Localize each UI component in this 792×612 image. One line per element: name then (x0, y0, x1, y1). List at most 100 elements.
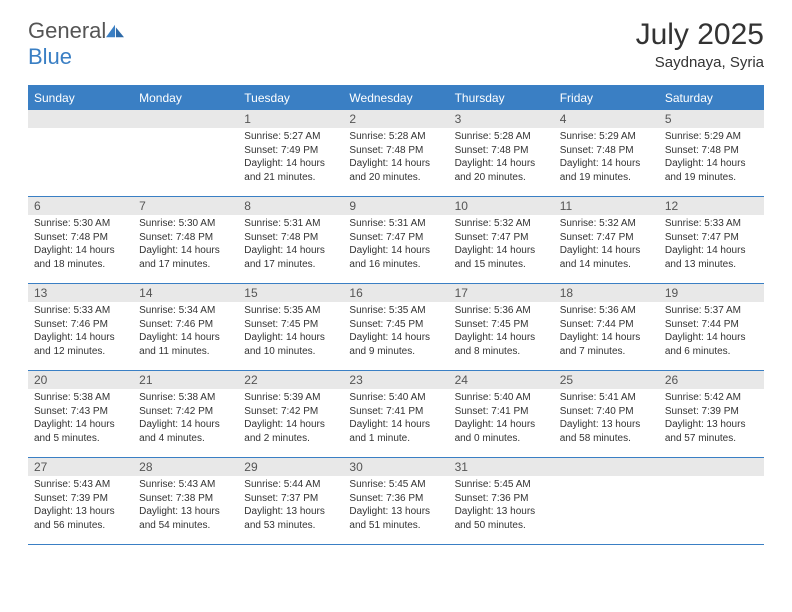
day-number: 31 (449, 458, 554, 476)
daylight-line: Daylight: 14 hours and 14 minutes. (560, 244, 653, 271)
daylight-line: Daylight: 14 hours and 20 minutes. (349, 157, 442, 184)
calendar-cell: 8Sunrise: 5:31 AMSunset: 7:48 PMDaylight… (238, 197, 343, 283)
day-details: Sunrise: 5:40 AMSunset: 7:41 PMDaylight:… (343, 389, 448, 449)
day-details: Sunrise: 5:44 AMSunset: 7:37 PMDaylight:… (238, 476, 343, 536)
logo-word-1: General (28, 18, 106, 43)
daylight-line: Daylight: 14 hours and 13 minutes. (665, 244, 758, 271)
day-details: Sunrise: 5:33 AMSunset: 7:47 PMDaylight:… (659, 215, 764, 275)
day-number: 5 (659, 110, 764, 128)
daylight-line: Daylight: 14 hours and 6 minutes. (665, 331, 758, 358)
sunrise-line: Sunrise: 5:41 AM (560, 391, 653, 405)
calendar-cell: 4Sunrise: 5:29 AMSunset: 7:48 PMDaylight… (554, 110, 659, 196)
calendar-cell: 24Sunrise: 5:40 AMSunset: 7:41 PMDayligh… (449, 371, 554, 457)
sunrise-line: Sunrise: 5:32 AM (455, 217, 548, 231)
day-header: Friday (554, 86, 659, 110)
calendar-cell: 13Sunrise: 5:33 AMSunset: 7:46 PMDayligh… (28, 284, 133, 370)
day-details: Sunrise: 5:29 AMSunset: 7:48 PMDaylight:… (659, 128, 764, 188)
day-details: Sunrise: 5:43 AMSunset: 7:39 PMDaylight:… (28, 476, 133, 536)
daylight-line: Daylight: 14 hours and 18 minutes. (34, 244, 127, 271)
day-details: Sunrise: 5:31 AMSunset: 7:48 PMDaylight:… (238, 215, 343, 275)
day-number: 21 (133, 371, 238, 389)
sunrise-line: Sunrise: 5:38 AM (34, 391, 127, 405)
sunset-line: Sunset: 7:46 PM (34, 318, 127, 332)
daylight-line: Daylight: 14 hours and 4 minutes. (139, 418, 232, 445)
sunrise-line: Sunrise: 5:32 AM (560, 217, 653, 231)
day-details (28, 128, 133, 134)
daylight-line: Daylight: 14 hours and 19 minutes. (665, 157, 758, 184)
sunset-line: Sunset: 7:47 PM (560, 231, 653, 245)
sunset-line: Sunset: 7:48 PM (34, 231, 127, 245)
day-number: 11 (554, 197, 659, 215)
day-number: 19 (659, 284, 764, 302)
day-number: 17 (449, 284, 554, 302)
sunrise-line: Sunrise: 5:30 AM (139, 217, 232, 231)
day-header: Sunday (28, 86, 133, 110)
calendar-cell: 10Sunrise: 5:32 AMSunset: 7:47 PMDayligh… (449, 197, 554, 283)
day-number: 30 (343, 458, 448, 476)
calendar-cell: 9Sunrise: 5:31 AMSunset: 7:47 PMDaylight… (343, 197, 448, 283)
sunrise-line: Sunrise: 5:38 AM (139, 391, 232, 405)
day-details: Sunrise: 5:38 AMSunset: 7:42 PMDaylight:… (133, 389, 238, 449)
day-number: 28 (133, 458, 238, 476)
sunset-line: Sunset: 7:45 PM (244, 318, 337, 332)
sunrise-line: Sunrise: 5:36 AM (455, 304, 548, 318)
day-details: Sunrise: 5:30 AMSunset: 7:48 PMDaylight:… (133, 215, 238, 275)
daylight-line: Daylight: 14 hours and 5 minutes. (34, 418, 127, 445)
calendar-cell: 28Sunrise: 5:43 AMSunset: 7:38 PMDayligh… (133, 458, 238, 544)
day-number: 6 (28, 197, 133, 215)
day-number: 29 (238, 458, 343, 476)
sunset-line: Sunset: 7:48 PM (560, 144, 653, 158)
daylight-line: Daylight: 14 hours and 8 minutes. (455, 331, 548, 358)
sunrise-line: Sunrise: 5:36 AM (560, 304, 653, 318)
day-number: 25 (554, 371, 659, 389)
daylight-line: Daylight: 14 hours and 19 minutes. (560, 157, 653, 184)
calendar-cell: 2Sunrise: 5:28 AMSunset: 7:48 PMDaylight… (343, 110, 448, 196)
calendar-week: 20Sunrise: 5:38 AMSunset: 7:43 PMDayligh… (28, 371, 764, 458)
sunrise-line: Sunrise: 5:44 AM (244, 478, 337, 492)
day-number: 12 (659, 197, 764, 215)
daylight-line: Daylight: 14 hours and 9 minutes. (349, 331, 442, 358)
calendar-cell: 25Sunrise: 5:41 AMSunset: 7:40 PMDayligh… (554, 371, 659, 457)
header: General Blue July 2025 Saydnaya, Syria (0, 0, 792, 79)
calendar-cell: 7Sunrise: 5:30 AMSunset: 7:48 PMDaylight… (133, 197, 238, 283)
page-subtitle: Saydnaya, Syria (636, 54, 764, 71)
calendar-cell: 3Sunrise: 5:28 AMSunset: 7:48 PMDaylight… (449, 110, 554, 196)
day-details (554, 476, 659, 482)
sunset-line: Sunset: 7:42 PM (139, 405, 232, 419)
calendar-cell (28, 110, 133, 196)
page-title: July 2025 (636, 18, 764, 52)
day-details: Sunrise: 5:35 AMSunset: 7:45 PMDaylight:… (343, 302, 448, 362)
calendar-cell: 29Sunrise: 5:44 AMSunset: 7:37 PMDayligh… (238, 458, 343, 544)
day-details: Sunrise: 5:40 AMSunset: 7:41 PMDaylight:… (449, 389, 554, 449)
calendar-cell: 23Sunrise: 5:40 AMSunset: 7:41 PMDayligh… (343, 371, 448, 457)
sunrise-line: Sunrise: 5:33 AM (665, 217, 758, 231)
daylight-line: Daylight: 13 hours and 51 minutes. (349, 505, 442, 532)
calendar-cell: 27Sunrise: 5:43 AMSunset: 7:39 PMDayligh… (28, 458, 133, 544)
calendar-cell: 26Sunrise: 5:42 AMSunset: 7:39 PMDayligh… (659, 371, 764, 457)
sunrise-line: Sunrise: 5:40 AM (455, 391, 548, 405)
daylight-line: Daylight: 14 hours and 15 minutes. (455, 244, 548, 271)
sunset-line: Sunset: 7:41 PM (349, 405, 442, 419)
day-header: Monday (133, 86, 238, 110)
day-number: 16 (343, 284, 448, 302)
day-number: 20 (28, 371, 133, 389)
daylight-line: Daylight: 14 hours and 2 minutes. (244, 418, 337, 445)
sunrise-line: Sunrise: 5:43 AM (34, 478, 127, 492)
sunset-line: Sunset: 7:48 PM (665, 144, 758, 158)
calendar-cell (659, 458, 764, 544)
sunset-line: Sunset: 7:36 PM (349, 492, 442, 506)
day-details: Sunrise: 5:35 AMSunset: 7:45 PMDaylight:… (238, 302, 343, 362)
sunrise-line: Sunrise: 5:45 AM (455, 478, 548, 492)
day-details: Sunrise: 5:41 AMSunset: 7:40 PMDaylight:… (554, 389, 659, 449)
sunrise-line: Sunrise: 5:28 AM (349, 130, 442, 144)
calendar-week: 27Sunrise: 5:43 AMSunset: 7:39 PMDayligh… (28, 458, 764, 545)
sunset-line: Sunset: 7:44 PM (560, 318, 653, 332)
calendar-cell: 17Sunrise: 5:36 AMSunset: 7:45 PMDayligh… (449, 284, 554, 370)
day-number (28, 110, 133, 128)
sunrise-line: Sunrise: 5:43 AM (139, 478, 232, 492)
calendar: SundayMondayTuesdayWednesdayThursdayFrid… (28, 85, 764, 545)
calendar-cell: 31Sunrise: 5:45 AMSunset: 7:36 PMDayligh… (449, 458, 554, 544)
sunset-line: Sunset: 7:36 PM (455, 492, 548, 506)
sunset-line: Sunset: 7:48 PM (244, 231, 337, 245)
sunrise-line: Sunrise: 5:45 AM (349, 478, 442, 492)
